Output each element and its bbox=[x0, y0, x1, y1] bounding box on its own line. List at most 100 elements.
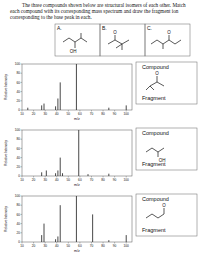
x-tick-label: 100 bbox=[124, 244, 130, 248]
x-tick-label: 50 bbox=[67, 178, 71, 182]
x-tick-label: 70 bbox=[90, 178, 94, 182]
y-tick bbox=[21, 82, 23, 83]
y-axis-label: Relative Intensity bbox=[4, 74, 8, 100]
peak bbox=[44, 224, 45, 242]
x-tick-label: 20 bbox=[32, 112, 36, 116]
y-tick-label: 60 bbox=[16, 213, 20, 217]
atom-label: O bbox=[167, 30, 171, 35]
bond bbox=[146, 86, 150, 90]
bond bbox=[164, 208, 165, 214]
bond bbox=[157, 76, 158, 82]
compound-label: C. bbox=[147, 25, 152, 31]
x-tick-label: 90 bbox=[113, 178, 117, 182]
y-tick-label: 20 bbox=[16, 165, 20, 169]
fragment-annotation: Fragment bbox=[142, 95, 166, 101]
bond bbox=[158, 152, 159, 157]
plot-frame bbox=[22, 196, 132, 242]
y-tick bbox=[21, 100, 23, 101]
y-tick-label: 100 bbox=[15, 194, 21, 198]
answer-box bbox=[136, 128, 197, 170]
bond bbox=[150, 86, 154, 90]
bond bbox=[169, 35, 170, 40]
peak bbox=[60, 158, 61, 176]
peak bbox=[55, 173, 56, 176]
x-tick-label: 60 bbox=[78, 112, 82, 116]
atom-label: O bbox=[155, 71, 159, 76]
y-tick bbox=[21, 176, 23, 177]
y-tick-label: 20 bbox=[16, 231, 20, 235]
bond bbox=[146, 214, 164, 218]
atom-label: OH bbox=[70, 49, 77, 54]
bond bbox=[122, 44, 123, 50]
bond bbox=[146, 148, 164, 152]
plot-frame bbox=[22, 64, 132, 110]
x-tick-label: 20 bbox=[32, 244, 36, 248]
y-axis-label: Relative Intensity bbox=[4, 140, 8, 166]
y-tick-label: 80 bbox=[16, 203, 20, 207]
x-tick-label: 50 bbox=[67, 244, 71, 248]
peak bbox=[57, 170, 58, 176]
peak bbox=[55, 106, 56, 110]
peak bbox=[92, 214, 93, 242]
peak bbox=[76, 196, 77, 242]
x-tick-label: 70 bbox=[90, 112, 94, 116]
bond bbox=[108, 40, 129, 44]
peak bbox=[62, 173, 63, 176]
peaks bbox=[28, 64, 126, 110]
y-tick bbox=[21, 223, 23, 224]
y-tick bbox=[21, 110, 23, 111]
y-tick bbox=[21, 73, 23, 74]
y-tick bbox=[21, 205, 23, 206]
peak bbox=[41, 172, 42, 176]
y-tick bbox=[21, 157, 23, 158]
x-tick-label: 100 bbox=[124, 178, 130, 182]
bond bbox=[151, 40, 181, 44]
peak bbox=[60, 82, 61, 110]
peak bbox=[78, 130, 79, 176]
y-tick-label: 20 bbox=[16, 99, 20, 103]
compound-label: B. bbox=[102, 25, 107, 31]
y-tick-label: 100 bbox=[15, 62, 21, 66]
compound-box bbox=[55, 24, 100, 56]
y-tick-label: 40 bbox=[16, 222, 20, 226]
bond bbox=[63, 38, 87, 42]
x-tick-label: 30 bbox=[43, 112, 47, 116]
x-tick-label: 80 bbox=[101, 244, 105, 248]
compound-annotation: Compound bbox=[142, 130, 169, 136]
y-tick-label: 40 bbox=[16, 90, 20, 94]
bond bbox=[75, 42, 76, 48]
y-tick bbox=[21, 166, 23, 167]
fragment-annotation: Fragment bbox=[142, 227, 166, 233]
x-tick-label: 10 bbox=[20, 112, 24, 116]
peak bbox=[76, 64, 77, 110]
x-tick-label: 90 bbox=[113, 112, 117, 116]
x-tick-label: 60 bbox=[78, 244, 82, 248]
y-tick-label: 80 bbox=[16, 71, 20, 75]
x-tick-label: 30 bbox=[43, 244, 47, 248]
bond bbox=[81, 33, 82, 38]
compound-label: A. bbox=[57, 25, 62, 31]
x-tick-label: 100 bbox=[124, 112, 130, 116]
y-tick-label: 80 bbox=[16, 137, 20, 141]
peak bbox=[108, 240, 109, 242]
y-tick bbox=[21, 148, 23, 149]
x-tick-label: 20 bbox=[32, 178, 36, 182]
peak bbox=[55, 239, 56, 242]
x-tick-label: 90 bbox=[113, 244, 117, 248]
x-tick-label: 80 bbox=[101, 178, 105, 182]
x-axis-label: m/z bbox=[74, 183, 80, 187]
peak bbox=[57, 99, 58, 111]
y-tick-label: 100 bbox=[15, 128, 21, 132]
y-tick bbox=[21, 130, 23, 131]
x-tick-label: 60 bbox=[78, 178, 82, 182]
y-tick-label: 40 bbox=[16, 156, 20, 160]
x-axis-label: m/z bbox=[74, 117, 80, 121]
x-tick-label: 50 bbox=[67, 112, 71, 116]
peak bbox=[27, 108, 28, 110]
compound-box bbox=[145, 24, 190, 56]
y-tick-label: 60 bbox=[16, 147, 20, 151]
peak bbox=[60, 205, 61, 242]
x-tick-label: 40 bbox=[55, 244, 59, 248]
y-tick bbox=[21, 196, 23, 197]
compound-annotation: Compound bbox=[142, 196, 169, 202]
